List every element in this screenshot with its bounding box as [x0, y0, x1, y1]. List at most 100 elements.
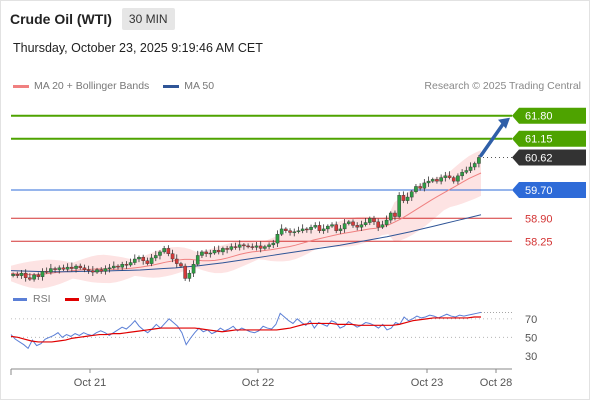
candle [124, 261, 129, 269]
candle [376, 218, 380, 232]
candle-body [300, 228, 305, 231]
candle [460, 169, 464, 180]
candle-body [451, 177, 456, 182]
candle [191, 260, 196, 278]
candle [246, 243, 250, 249]
candle-body [208, 252, 213, 255]
rsi-legend: RSI 9MA [13, 293, 120, 305]
candle-body [237, 244, 242, 248]
projection-arrow-shaft [479, 120, 506, 158]
candle-body [351, 221, 355, 226]
candle [195, 250, 200, 267]
candle [313, 222, 318, 229]
candle [288, 228, 292, 236]
candle [351, 219, 355, 228]
candle [70, 262, 74, 272]
candle-body [44, 271, 49, 273]
candle-body [275, 234, 280, 244]
candle-body [439, 177, 443, 182]
candle [40, 268, 45, 281]
level-tag-60.62 [512, 149, 586, 166]
candle-body [74, 265, 78, 269]
candle [112, 261, 116, 270]
candle [149, 254, 154, 267]
candle-body [254, 245, 259, 248]
candle [99, 267, 104, 274]
candle [426, 176, 431, 187]
legend-swatch-ma20 [13, 84, 29, 88]
candle [263, 244, 267, 251]
candle-body [158, 251, 162, 256]
candle [204, 249, 208, 257]
candle-body [36, 274, 41, 277]
candle-body [443, 175, 448, 178]
candle-body [82, 267, 87, 270]
candle [393, 210, 397, 221]
candle [468, 162, 473, 174]
timestamp: Thursday, October 23, 2025 9:19:46 AM CE… [13, 41, 263, 55]
timeframe-badge[interactable]: 30 MIN [121, 8, 175, 30]
candle [158, 250, 162, 260]
candle-body [132, 258, 137, 263]
candle-body [435, 179, 439, 182]
candle-body [153, 255, 158, 259]
candle [368, 216, 372, 226]
candle [326, 224, 330, 233]
rsi-tick-50: 50 [525, 332, 537, 344]
candle-body [11, 274, 15, 276]
candle-body [334, 224, 339, 231]
candle [132, 254, 137, 266]
candle [120, 261, 125, 271]
candle-body [305, 228, 309, 231]
candle-body [409, 191, 414, 198]
rsi-tick-30: 30 [525, 351, 537, 363]
candle [15, 271, 20, 279]
candle [384, 215, 389, 228]
candle-body [242, 244, 246, 247]
candle [82, 264, 87, 273]
candle [53, 266, 57, 273]
candle-body [195, 255, 200, 265]
candle [162, 245, 166, 254]
candle [237, 240, 242, 251]
candle [174, 254, 179, 268]
candle [221, 246, 225, 256]
candle-body [145, 260, 150, 264]
candle-body [338, 228, 343, 231]
candle [258, 241, 263, 253]
candle-body [397, 195, 401, 217]
level-tag-61.80 [512, 107, 586, 124]
candle-body [200, 251, 204, 256]
candle-body [112, 265, 116, 269]
candle [95, 267, 99, 274]
candle-body [183, 265, 187, 279]
price-legend: MA 20 + Bollinger Bands MA 50 [13, 80, 228, 92]
candle [179, 261, 183, 268]
candle [200, 250, 204, 258]
level-label-61.80: 61.80 [525, 111, 553, 123]
candle-body [313, 225, 318, 228]
x-tick-label: Oct 28 [480, 377, 512, 389]
candle-body [401, 195, 406, 201]
candle-body [229, 246, 234, 250]
candle [74, 264, 78, 273]
candle [372, 215, 376, 226]
candle-body [78, 265, 83, 269]
candle [183, 263, 187, 281]
candle [330, 222, 334, 228]
candle [233, 242, 238, 250]
candle-body [347, 221, 351, 224]
candle-body [53, 268, 57, 270]
level-label-58.25: 58.25 [525, 236, 553, 248]
candle [317, 221, 322, 234]
candle-body [216, 249, 221, 253]
candle [44, 267, 49, 274]
candle [212, 246, 217, 255]
candle [23, 269, 28, 282]
candle-body [292, 231, 297, 233]
candle [271, 239, 276, 249]
candle-body [309, 226, 313, 230]
candle-body [288, 230, 292, 233]
candle-body [359, 224, 364, 228]
candle-body [162, 248, 166, 253]
